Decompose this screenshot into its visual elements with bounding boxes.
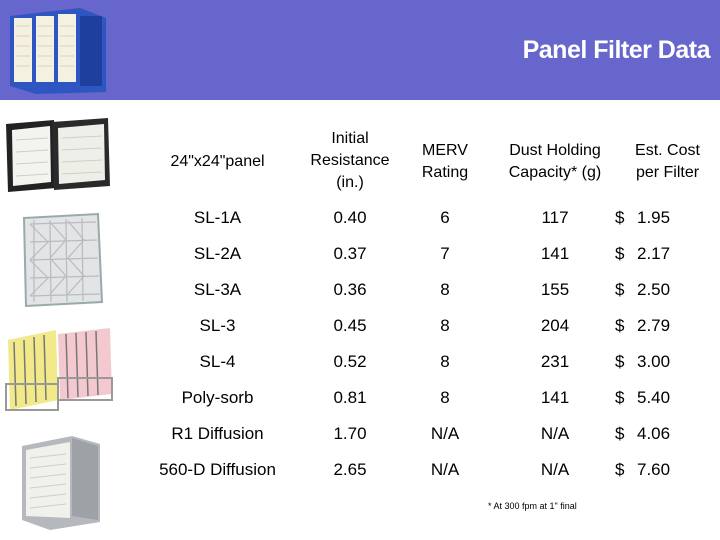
page-title: Panel Filter Data [522,36,711,64]
header-merv-line-2: Rating [421,164,469,181]
cell-resistance: 2.65 [333,460,367,479]
cell-cost: $2.17 [615,244,720,264]
cost-value: 5.40 [637,388,671,407]
currency-symbol: $ [615,316,625,335]
cell-merv: N/A [430,460,460,479]
cell-cost: $1.95 [615,208,720,228]
cell-cost: $2.79 [615,316,720,336]
cell-model: 560-D Diffusion [159,460,276,479]
cell-resistance: 0.40 [333,208,367,227]
table-row: Poly-sorb 0.81 8 141 $5.40 [120,388,720,412]
header-dust-line-1: Dust Holding [509,142,601,159]
header-resistance-line-1: Initial [331,130,369,147]
cell-resistance: 0.81 [333,388,367,407]
table-row: SL-4 0.52 8 231 $3.00 [120,352,720,376]
panel-filters-image [6,118,110,192]
box-filter-image [22,436,100,530]
cell-dust: 141 [540,244,570,263]
cell-cost: $5.40 [615,388,720,408]
currency-symbol: $ [615,244,625,263]
header-cost-line-2: per Filter [635,164,700,181]
cell-merv: 6 [440,208,450,227]
pleated-filter-image [22,212,104,308]
table-row: SL-2A 0.37 7 141 $2.17 [120,244,720,268]
header-cost-line-1: Est. Cost [635,142,700,159]
cell-cost: $4.06 [615,424,720,444]
cell-model: SL-3A [193,280,242,299]
cell-dust: 141 [540,388,570,407]
cost-value: 2.79 [637,316,671,335]
cell-resistance: 0.37 [333,244,367,263]
cell-cost: $3.00 [615,352,720,372]
currency-symbol: $ [615,460,625,479]
footnote: * At 300 fpm at 1" final [488,501,577,511]
cell-model: Poly-sorb [181,388,254,407]
header-merv-line-1: MERV [422,142,468,159]
currency-symbol: $ [615,388,625,407]
header-model: 24"x24"panel [170,153,265,170]
cell-resistance: 0.45 [333,316,367,335]
cell-dust: 231 [540,352,570,371]
cell-dust: N/A [540,460,570,479]
header-resistance-line-3: (in.) [336,174,364,191]
cell-model: SL-1A [193,208,242,227]
cell-cost: $2.50 [615,280,720,300]
cell-merv: 8 [440,352,450,371]
table-header: 24"x24"panel Initial Resistance (in.) ME… [120,126,720,200]
cost-value: 1.95 [637,208,671,227]
cell-dust: 204 [540,316,570,335]
header-cost: Est. Cost per Filter [615,140,720,184]
header-dust: Dust Holding Capacity* (g) [490,140,620,184]
table-row: SL-3A 0.36 8 155 $2.50 [120,280,720,304]
cell-merv: 7 [440,244,450,263]
cost-value: 3.00 [637,352,671,371]
header-resistance: Initial Resistance (in.) [300,128,400,194]
cell-dust: 117 [541,208,569,227]
cell-resistance: 0.52 [333,352,367,371]
header-dust-line-2: Capacity* (g) [508,164,602,181]
cell-merv: 8 [440,316,450,335]
cell-dust: N/A [540,424,570,443]
cell-merv: N/A [430,424,460,443]
cell-model: SL-3 [199,316,236,335]
cell-dust: 155 [540,280,570,299]
header-band [0,0,720,100]
cost-value: 2.50 [637,280,671,299]
currency-symbol: $ [615,208,625,227]
cell-resistance: 0.36 [333,280,367,299]
cost-value: 4.06 [637,424,671,443]
currency-symbol: $ [615,280,625,299]
header-resistance-line-2: Resistance [310,152,390,169]
table-row: SL-3 0.45 8 204 $2.79 [120,316,720,340]
table-row: SL-1A 0.40 6 117 $1.95 [120,208,720,232]
currency-symbol: $ [615,352,625,371]
cell-model: R1 Diffusion [171,424,264,443]
cell-model: SL-4 [199,352,236,371]
v-bank-filter-image [10,8,106,94]
bag-filters-image [5,328,113,411]
cost-value: 7.60 [637,460,671,479]
cell-merv: 8 [440,388,450,407]
cell-resistance: 1.70 [333,424,367,443]
cell-model: SL-2A [193,244,242,263]
currency-symbol: $ [615,424,625,443]
cell-cost: $7.60 [615,460,720,480]
cost-value: 2.17 [637,244,671,263]
cell-merv: 8 [440,280,450,299]
header-merv: MERV Rating [405,140,485,184]
table-row: R1 Diffusion 1.70 N/A N/A $4.06 [120,424,720,448]
table-row: 560-D Diffusion 2.65 N/A N/A $7.60 [120,460,720,484]
